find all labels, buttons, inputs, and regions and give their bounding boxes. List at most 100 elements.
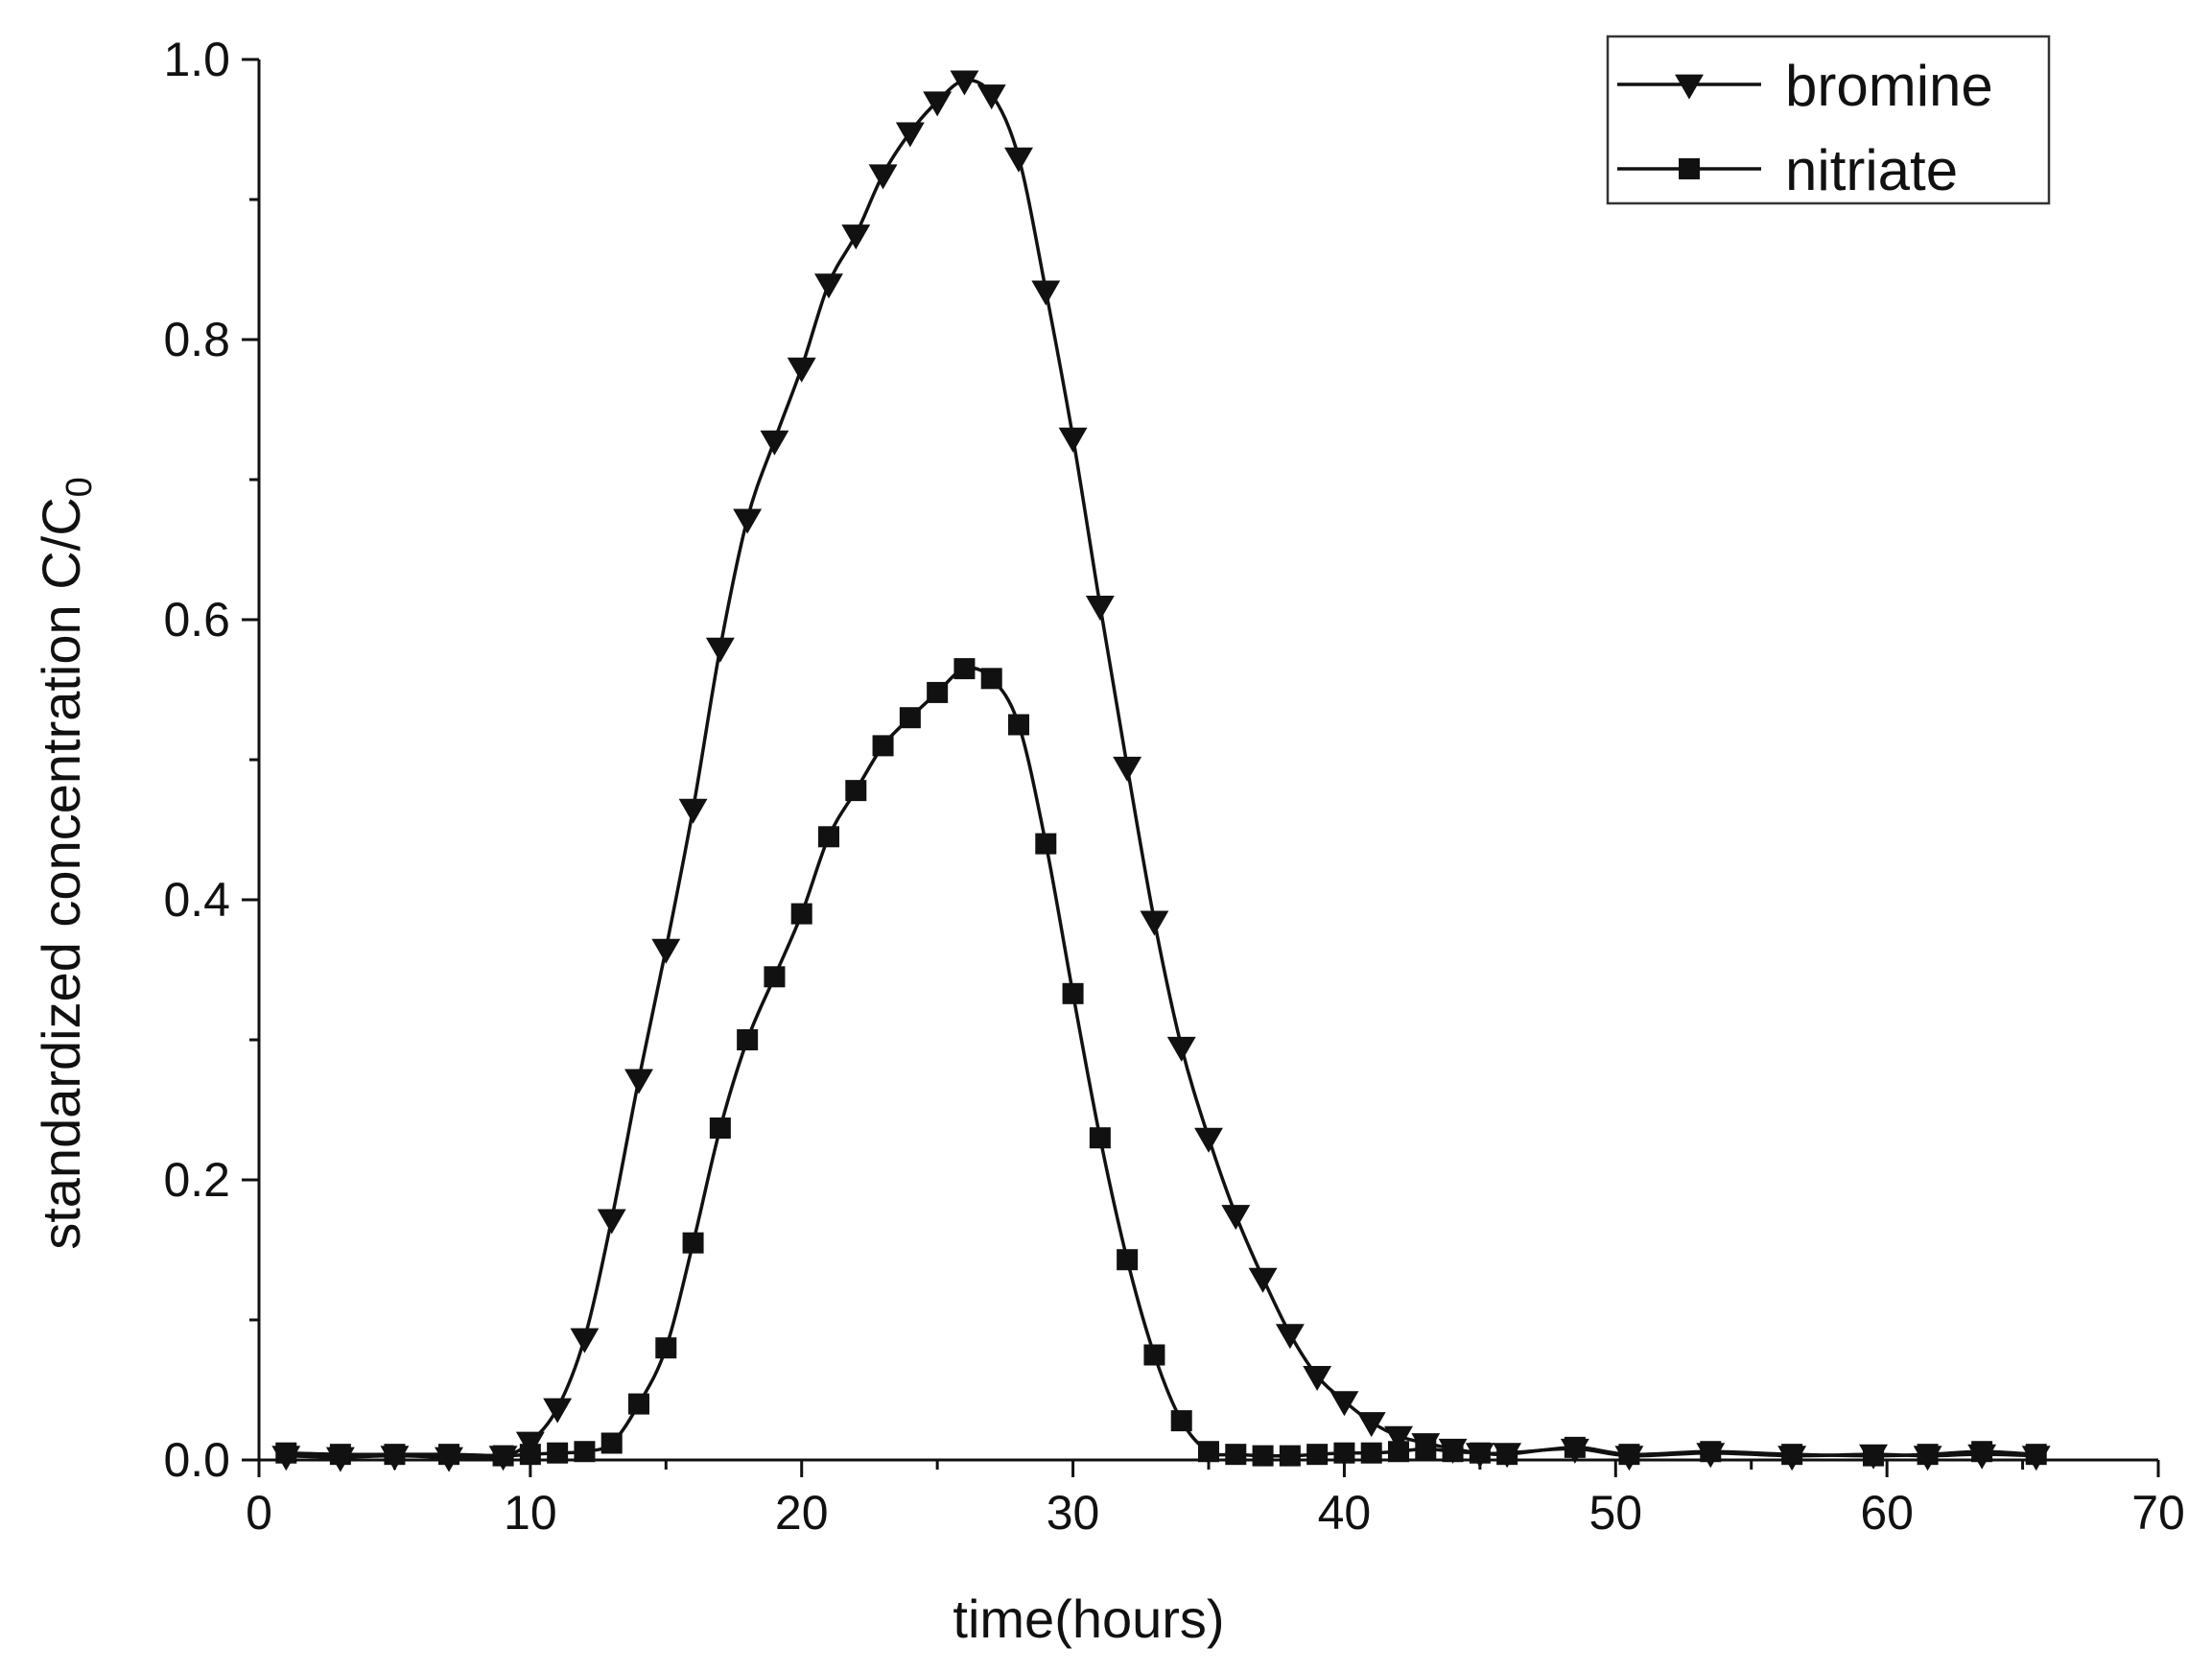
data-point-nitriate <box>1917 1444 1939 1466</box>
legend-label: nitriate <box>1785 138 1958 202</box>
y-tick-label: 0.6 <box>163 593 230 647</box>
data-point-nitriate <box>275 1442 297 1464</box>
data-point-bromine <box>1058 427 1088 453</box>
data-point-nitriate <box>980 668 1002 690</box>
data-point-nitriate <box>1700 1441 1722 1463</box>
y-axis-title-group: standardized concentration C/C0 <box>31 477 100 1250</box>
data-point-bromine <box>841 224 871 250</box>
legend-marker <box>1675 74 1704 100</box>
data-point-nitriate <box>845 780 867 802</box>
data-point-bromine <box>597 1209 626 1235</box>
data-point-nitriate <box>1143 1344 1165 1366</box>
legend: bromine nitriate <box>1606 35 2051 205</box>
data-point-bromine <box>1031 280 1061 306</box>
ticks: 0 10 20 30 40 50 60 70 0.0 0.2 0.4 0.6 0.8 1.0 <box>163 33 2184 1540</box>
data-point-nitriate <box>1496 1444 1518 1466</box>
data-point-nitriate <box>1863 1445 1884 1467</box>
data-point-nitriate <box>709 1117 731 1139</box>
data-point-bromine <box>543 1398 573 1424</box>
data-point-nitriate <box>329 1444 351 1466</box>
data-point-nitriate <box>519 1444 541 1466</box>
data-point-bromine <box>1194 1127 1223 1153</box>
data-point-nitriate <box>1971 1441 1993 1463</box>
data-point-nitriate <box>737 1029 759 1050</box>
data-point-nitriate <box>682 1232 704 1254</box>
data-point-nitriate <box>547 1442 569 1464</box>
series-nitriate <box>275 658 2047 1467</box>
series-line-bromine <box>286 78 2036 1460</box>
legend-item-nitriate: nitriate <box>1617 138 1958 202</box>
data-point-nitriate <box>1117 1249 1139 1271</box>
y-axis-title: standardized concentration C/C0 <box>31 477 100 1250</box>
data-point-nitriate <box>628 1393 649 1415</box>
data-point-nitriate <box>492 1445 514 1467</box>
data-point-nitriate <box>1442 1441 1464 1463</box>
y-tick-label: 0.2 <box>163 1153 230 1207</box>
data-point-nitriate <box>1089 1127 1111 1149</box>
data-point-bromine <box>923 91 953 117</box>
x-tick-label: 0 <box>246 1486 272 1540</box>
data-point-nitriate <box>384 1444 406 1466</box>
legend-marker <box>1679 158 1700 179</box>
legend-label: bromine <box>1785 54 1993 118</box>
data-point-nitriate <box>574 1441 596 1463</box>
series-bromine <box>271 70 2051 1472</box>
data-point-bromine <box>950 70 979 96</box>
x-tick-label: 40 <box>1318 1486 1372 1540</box>
data-point-nitriate <box>1564 1436 1586 1458</box>
data-point-nitriate <box>953 658 976 680</box>
data-point-bromine <box>678 798 708 824</box>
data-point-bromine <box>1004 147 1033 173</box>
data-point-bromine <box>1166 1036 1196 1062</box>
data-point-nitriate <box>1008 714 1029 736</box>
data-point-nitriate <box>1781 1444 1803 1466</box>
series-group <box>271 70 2051 1472</box>
data-point-nitriate <box>1469 1442 1491 1464</box>
data-point-bromine <box>814 273 843 299</box>
axes <box>257 59 2158 1462</box>
data-point-nitriate <box>764 966 786 988</box>
data-point-bromine <box>760 430 789 456</box>
data-point-nitriate <box>1618 1444 1640 1466</box>
y-axis-title-main: standardized concentration C/C <box>31 497 91 1249</box>
x-tick-label: 60 <box>1860 1486 1914 1540</box>
data-point-bromine <box>1113 756 1142 782</box>
data-point-bromine <box>624 1069 653 1094</box>
legend-item-bromine: bromine <box>1617 54 1993 118</box>
data-point-nitriate <box>1198 1441 1219 1463</box>
data-point-bromine <box>895 122 925 148</box>
data-point-nitriate <box>1062 982 1084 1004</box>
data-point-nitriate <box>927 681 949 703</box>
x-tick-label: 70 <box>2131 1486 2185 1540</box>
data-point-nitriate <box>1035 833 1057 855</box>
y-tick-label: 0.0 <box>163 1433 230 1487</box>
data-point-nitriate <box>818 826 839 848</box>
x-axis-title: time(hours) <box>953 1589 1224 1649</box>
data-point-nitriate <box>1279 1445 1301 1467</box>
data-point-bromine <box>1330 1391 1359 1417</box>
data-point-nitriate <box>1415 1438 1437 1460</box>
data-point-nitriate <box>2025 1444 2047 1466</box>
data-point-bromine <box>705 637 735 663</box>
data-point-bromine <box>1356 1412 1386 1438</box>
data-point-bromine <box>1275 1324 1305 1350</box>
data-point-bromine <box>977 84 1006 110</box>
data-point-nitriate <box>1360 1442 1382 1464</box>
data-point-bromine <box>1221 1205 1251 1231</box>
data-point-bromine <box>1248 1267 1278 1293</box>
data-point-bromine <box>868 164 898 190</box>
y-tick-label: 0.8 <box>163 313 230 366</box>
data-point-nitriate <box>1388 1441 1409 1463</box>
data-point-bromine <box>570 1328 600 1353</box>
data-point-nitriate <box>872 735 894 757</box>
data-point-bromine <box>787 357 816 383</box>
data-point-nitriate <box>1333 1442 1355 1464</box>
data-point-bromine <box>651 938 681 964</box>
data-point-nitriate <box>1252 1445 1274 1467</box>
data-point-nitriate <box>1170 1410 1192 1432</box>
data-point-bromine <box>1140 910 1169 936</box>
data-point-bromine <box>1085 596 1115 621</box>
data-point-nitriate <box>438 1444 459 1466</box>
